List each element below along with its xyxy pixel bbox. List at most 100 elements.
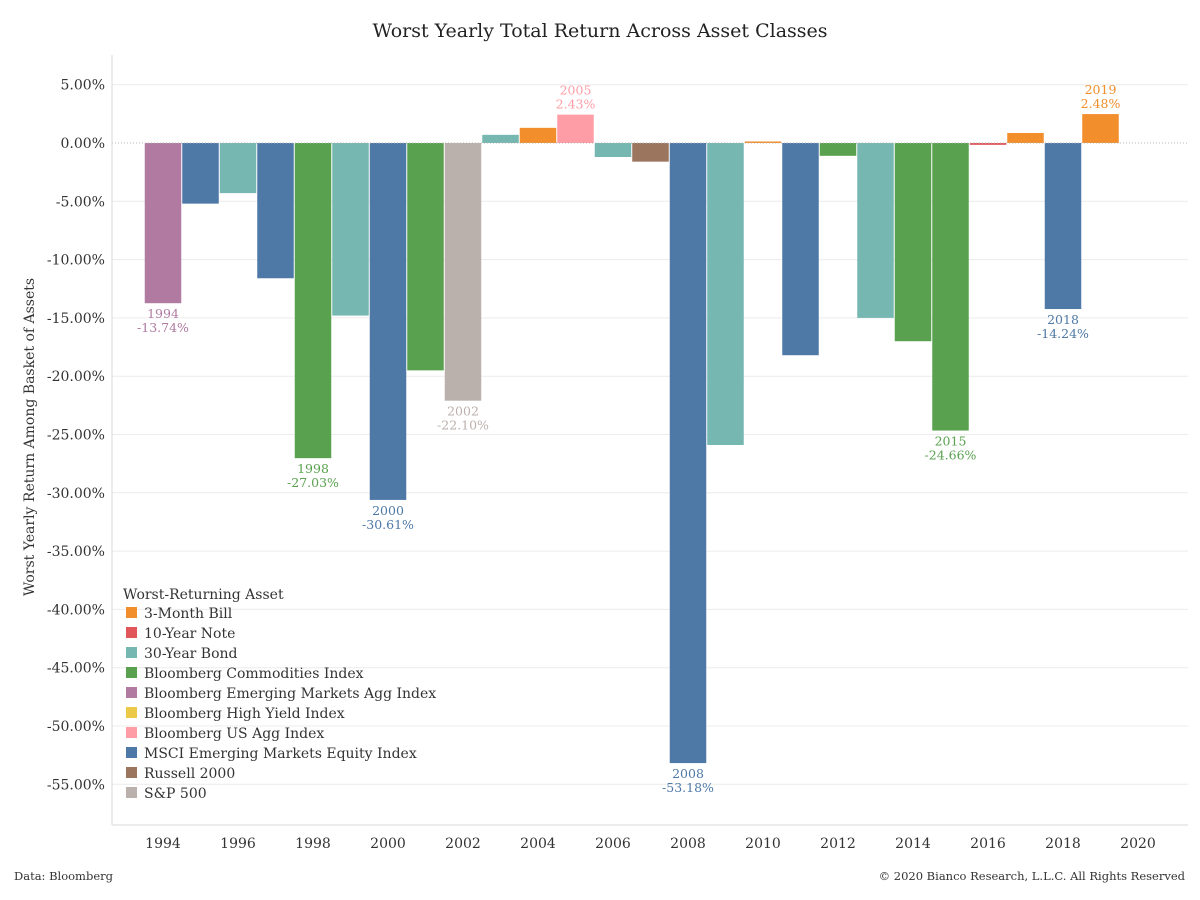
y-tick-label: -55.00% (47, 777, 105, 793)
legend-swatch (126, 647, 137, 658)
bars (144, 114, 1119, 764)
x-tick-label: 1996 (220, 836, 256, 852)
bar-1996 (219, 143, 257, 194)
data-label-value: -13.74% (137, 320, 189, 335)
legend-swatch (126, 747, 137, 758)
bar-2011 (782, 143, 819, 356)
legend-item: Bloomberg US Agg Index (144, 726, 324, 742)
x-tick-label: 2000 (370, 836, 406, 852)
bar-2002 (444, 143, 482, 401)
y-tick-label: -15.00% (47, 311, 105, 327)
x-tick-label: 2006 (595, 836, 631, 852)
copyright-note: © 2020 Bianco Research, L.L.C. All Right… (879, 869, 1186, 883)
y-axis: 5.00% 0.00% -5.00% -10.00% -15.00% -20.00% -25… (47, 55, 113, 825)
legend-item: Bloomberg Commodities Index (144, 666, 364, 682)
x-tick-label: 2014 (895, 836, 931, 852)
legend-swatch (126, 627, 137, 638)
y-tick-label: 0.00% (61, 136, 105, 152)
data-label-value: -24.66% (925, 448, 977, 463)
bar-2017 (1007, 132, 1044, 143)
legend-item: 10-Year Note (144, 626, 235, 642)
bar-2008 (669, 143, 707, 764)
x-tick-label: 1994 (145, 836, 181, 852)
y-tick-label: -20.00% (47, 369, 105, 385)
bar-1998 (294, 143, 332, 459)
bar-2001 (407, 143, 444, 371)
x-tick-label: 2002 (445, 836, 481, 852)
x-tick-label: 1998 (295, 836, 331, 852)
legend-item: Bloomberg Emerging Markets Agg Index (144, 686, 436, 702)
data-label-value: -27.03% (287, 475, 339, 490)
y-tick-label: -45.00% (47, 661, 105, 677)
data-label-year: 2000 (372, 503, 404, 518)
legend-item: 3-Month Bill (144, 606, 233, 622)
data-labels: 1994-13.74% 1998-27.03% 2000-30.61% 2002-22… (137, 82, 1120, 795)
legend-swatch (126, 787, 137, 798)
x-tick-label: 2012 (820, 836, 856, 852)
legend-title: Worst-Returning Asset (123, 587, 284, 603)
data-label-year: 2019 (1085, 82, 1117, 97)
data-label-year: 2018 (1047, 312, 1079, 327)
x-tick-label: 2004 (520, 836, 556, 852)
data-source-note: Data: Bloomberg (14, 869, 114, 883)
bar-1995 (182, 143, 219, 204)
y-tick-label: -25.00% (47, 428, 105, 444)
y-tick-label: -10.00% (47, 253, 105, 269)
legend-item: MSCI Emerging Markets Equity Index (144, 746, 417, 762)
legend: Worst-Returning Asset 3-Month Bill 10-Year… (123, 587, 436, 802)
x-tick-label: 2020 (1120, 836, 1156, 852)
bar-1999 (332, 143, 369, 316)
bar-2016 (969, 143, 1007, 145)
y-tick-label: -30.00% (47, 486, 105, 502)
x-tick-label: 2008 (670, 836, 706, 852)
x-tick-label: 2016 (970, 836, 1006, 852)
y-tick-label: -35.00% (47, 544, 105, 560)
data-label-year: 2008 (672, 766, 704, 781)
data-label-year: 1994 (147, 306, 179, 321)
bar-1997 (257, 143, 294, 279)
bar-2003 (482, 134, 519, 143)
data-label-year: 2002 (447, 404, 479, 419)
bar-2015 (932, 143, 969, 431)
y-tick-label: 5.00% (61, 78, 105, 94)
bar-2005 (557, 114, 594, 143)
data-label-year: 1998 (297, 461, 329, 476)
y-tick-label: -50.00% (47, 719, 105, 735)
bar-2004 (519, 127, 557, 143)
x-axis: 1994 1996 1998 2000 2002 2004 2006 2008 2010 2012… (112, 824, 1188, 852)
x-tick-label: 2010 (745, 836, 781, 852)
legend-item: Bloomberg High Yield Index (144, 706, 345, 722)
bar-2018 (1044, 143, 1082, 310)
x-tick-label: 2018 (1045, 836, 1081, 852)
legend-swatch (126, 607, 137, 618)
bar-2014 (894, 143, 932, 342)
y-tick-label: -40.00% (47, 602, 105, 618)
bar-2019 (1082, 114, 1119, 143)
bar-2013 (857, 143, 894, 318)
data-label-value: 2.43% (556, 97, 596, 112)
legend-swatch (126, 707, 137, 718)
legend-swatch (126, 767, 137, 778)
data-label-year: 2005 (560, 83, 592, 98)
bar-2006 (594, 143, 632, 157)
data-label-value: -22.10% (437, 418, 489, 433)
legend-item: Russell 2000 (144, 766, 235, 782)
legend-item: S&P 500 (144, 786, 207, 802)
data-label-value: -53.18% (662, 780, 714, 795)
bar-2000 (369, 143, 407, 500)
chart-title: Worst Yearly Total Return Across Asset C… (372, 20, 827, 42)
data-label-value: -30.61% (362, 517, 414, 532)
data-label-value: -14.24% (1037, 326, 1089, 341)
legend-swatch (126, 667, 137, 678)
y-axis-label: Worst Yearly Return Among Basket of Asse… (22, 278, 38, 596)
bar-2010 (744, 141, 782, 143)
legend-item: 30-Year Bond (144, 646, 238, 662)
data-label-year: 2015 (935, 434, 967, 449)
bar-2012 (819, 143, 857, 156)
bar-1994 (144, 143, 182, 304)
legend-swatch (126, 687, 137, 698)
legend-swatch (126, 727, 137, 738)
bar-2009 (707, 143, 744, 445)
data-label-value: 2.48% (1081, 96, 1121, 111)
